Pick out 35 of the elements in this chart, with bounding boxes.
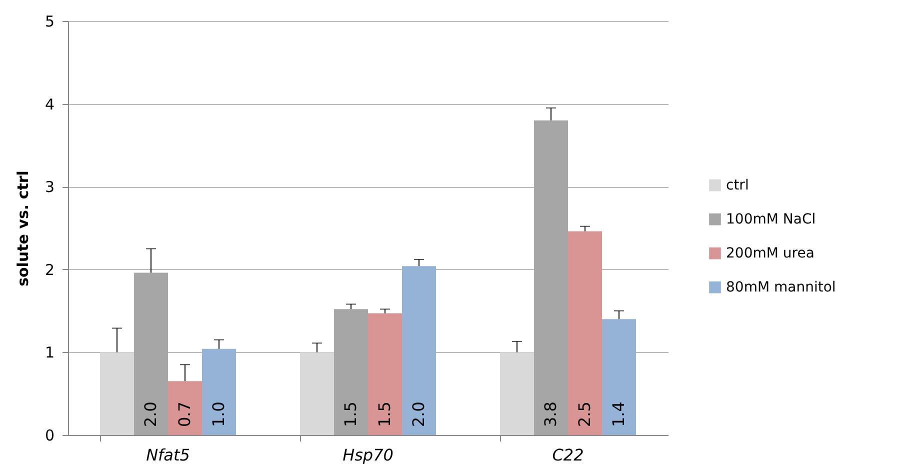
bar xyxy=(134,272,168,435)
data-label: 1.5 xyxy=(375,402,394,427)
legend-label: 200mM urea xyxy=(726,245,814,262)
legend-label: ctrl xyxy=(726,177,749,194)
data-label: 2.0 xyxy=(141,402,160,427)
x-tick-label: C22 xyxy=(552,446,584,464)
y-tick-label: 4 xyxy=(44,95,54,114)
data-label: 2.5 xyxy=(575,402,594,427)
bar xyxy=(568,231,602,435)
y-tick-label: 2 xyxy=(44,260,54,279)
data-label: 1.5 xyxy=(341,402,360,427)
bar xyxy=(100,352,134,435)
y-tick-label: 0 xyxy=(44,426,54,444)
y-tick-label: 5 xyxy=(44,12,54,30)
bar xyxy=(534,120,568,435)
bar xyxy=(300,352,334,435)
bar xyxy=(368,313,402,435)
data-label: 3.8 xyxy=(541,402,560,427)
data-label: 1.4 xyxy=(609,402,628,427)
y-axis-title: solute vs. ctrl xyxy=(14,170,32,286)
y-tick-label: 3 xyxy=(44,178,54,196)
bar xyxy=(402,266,436,435)
data-label: 1.0 xyxy=(209,402,228,427)
bar xyxy=(500,352,534,435)
legend-label: 80mM mannitol xyxy=(726,279,836,296)
bar xyxy=(202,348,236,435)
bar xyxy=(168,381,202,435)
legend-label: 100mM NaCl xyxy=(726,211,816,228)
x-tick-label: Nfat5 xyxy=(146,446,190,464)
y-tick-label: 1 xyxy=(44,344,54,362)
data-label: 2.0 xyxy=(409,402,428,427)
bar xyxy=(602,319,636,435)
data-label: 0.7 xyxy=(175,402,194,427)
x-tick-label: Hsp70 xyxy=(342,446,394,464)
bar xyxy=(334,309,368,435)
